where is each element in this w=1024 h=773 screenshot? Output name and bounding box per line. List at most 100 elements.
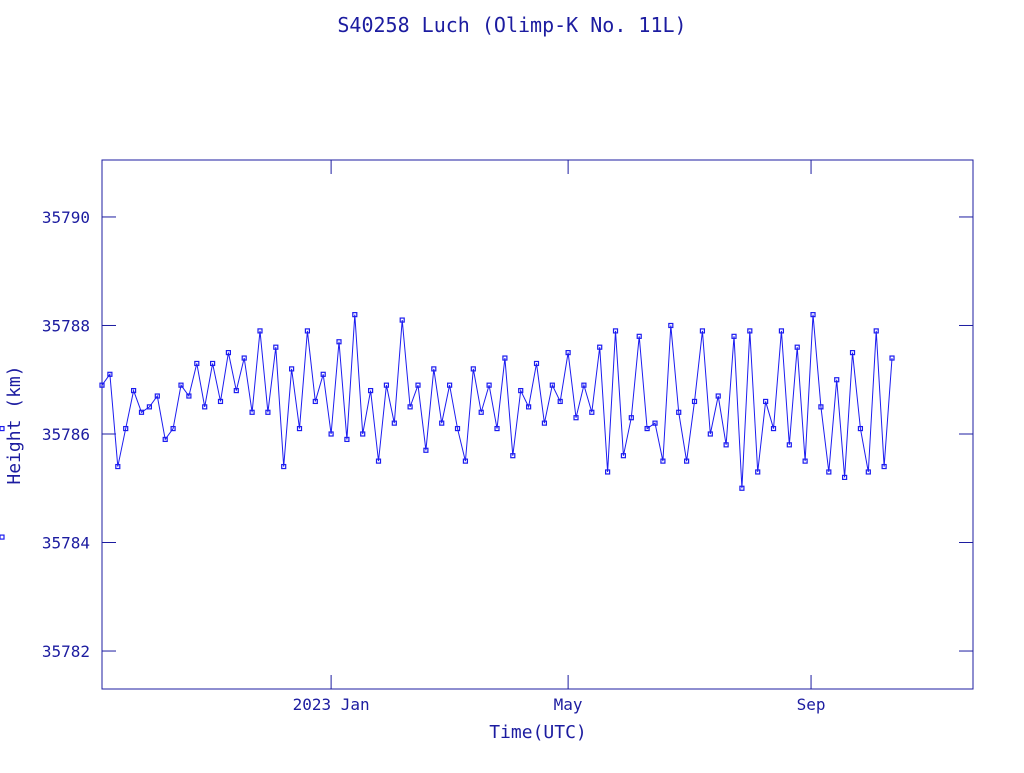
data-point <box>107 371 113 377</box>
y-tick-label: 35788 <box>42 316 90 335</box>
data-point <box>202 404 208 410</box>
data-point <box>494 425 500 432</box>
data-point <box>881 463 887 470</box>
data-point <box>439 420 445 426</box>
data-point <box>194 360 200 367</box>
data-point <box>731 333 737 339</box>
data-point <box>462 458 469 464</box>
data-point <box>605 469 611 475</box>
data-point <box>612 328 619 334</box>
data-point <box>336 339 342 345</box>
data-point <box>415 382 421 388</box>
y-tick-label: 35790 <box>42 208 90 227</box>
y-axis-label: Height (km) <box>4 365 25 484</box>
chart-title: S40258 Luch (Olimp-K No. 11L) <box>337 13 686 37</box>
data-point <box>644 425 650 432</box>
data-point <box>391 420 397 426</box>
data-point <box>834 377 840 383</box>
data-point <box>241 355 247 361</box>
plot-frame <box>101 159 974 690</box>
data-point <box>620 453 627 459</box>
data-point <box>486 382 492 388</box>
data-point <box>154 393 160 399</box>
data-point <box>375 458 382 464</box>
data-point <box>131 387 137 394</box>
y-tick-label: 35784 <box>42 534 90 553</box>
data-point <box>399 317 405 323</box>
data-point <box>210 360 216 367</box>
data-point <box>431 366 437 372</box>
data-point <box>368 387 374 394</box>
data-point <box>233 387 239 394</box>
data-point <box>454 425 461 432</box>
data-point <box>826 469 832 475</box>
data-point <box>873 328 879 334</box>
data-point <box>407 404 413 410</box>
data-point <box>170 425 176 432</box>
data-point <box>533 360 540 367</box>
data-point <box>115 463 121 470</box>
data-point <box>684 458 690 464</box>
data-point <box>541 420 548 426</box>
data-point <box>857 425 864 432</box>
data-point <box>849 350 856 356</box>
data-point <box>802 458 808 464</box>
data-point <box>289 366 295 372</box>
data-point <box>778 328 785 334</box>
data-point <box>628 415 634 421</box>
data-point <box>747 328 753 334</box>
data-point <box>352 312 358 318</box>
x-tick-label: 2023 Jan <box>293 695 370 714</box>
data-point <box>225 350 232 356</box>
data-point <box>526 404 532 410</box>
data-point <box>447 382 453 388</box>
data-point <box>715 393 721 399</box>
data-point <box>265 409 271 415</box>
data-point <box>723 442 729 448</box>
data-point <box>573 415 579 421</box>
data-point <box>138 409 145 415</box>
data-point <box>889 355 895 361</box>
data-point <box>470 366 476 372</box>
data-point <box>178 382 184 388</box>
data-point <box>699 328 706 334</box>
data-line <box>101 314 893 489</box>
data-point <box>296 425 303 432</box>
data-point <box>865 469 871 475</box>
data-point <box>589 409 595 415</box>
data-point <box>668 322 674 329</box>
data-point <box>502 355 508 361</box>
data-point <box>186 393 192 399</box>
data-point <box>383 382 390 388</box>
data-point <box>549 382 555 388</box>
data-point <box>707 431 713 437</box>
data-point <box>763 398 769 405</box>
data-point <box>304 328 311 334</box>
data-point <box>770 425 777 432</box>
data-point <box>146 404 153 410</box>
y-tick-label: 35782 <box>42 642 90 661</box>
data-point <box>739 485 745 491</box>
data-point <box>360 431 366 437</box>
data-point <box>818 404 824 410</box>
x-axis-label: Time(UTC) <box>489 722 587 743</box>
data-point <box>660 458 666 464</box>
data-point <box>312 398 318 405</box>
data-point <box>597 344 603 350</box>
data-point <box>794 344 800 350</box>
data-point <box>565 350 571 356</box>
data-point <box>652 420 658 426</box>
data-point <box>281 463 287 470</box>
data-point <box>0 534 5 540</box>
data-point <box>423 447 429 453</box>
data-point <box>249 409 255 415</box>
data-point <box>636 333 642 339</box>
data-point <box>257 328 263 334</box>
data-point <box>478 409 484 415</box>
data-point <box>320 371 326 377</box>
data-point <box>123 425 129 432</box>
data-point <box>273 344 279 350</box>
data-point <box>0 425 5 432</box>
